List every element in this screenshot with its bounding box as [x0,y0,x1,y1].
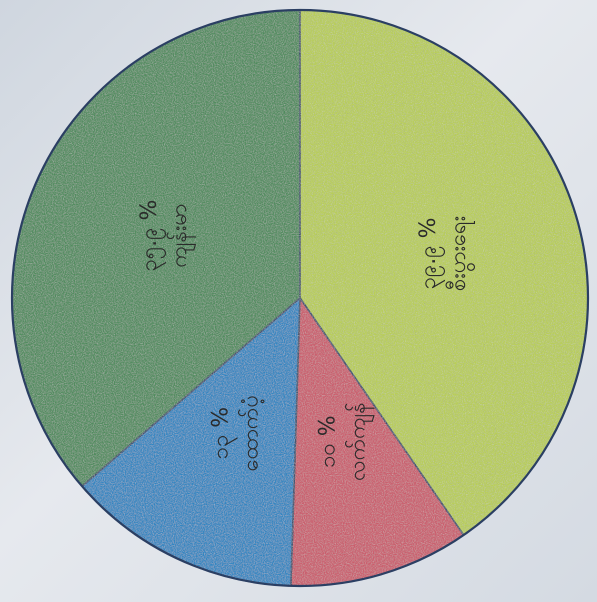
slice-label-group-1: ၃၉.၉ % စီးပွားရေး [416,216,476,291]
slice-name-label: ကျန်းမာ [166,204,196,268]
pie-outline [10,8,590,588]
slice-value-label: ၃၉.၉ % [416,217,445,289]
slice-name-label: လက်ကျန် [344,402,374,481]
slice-name-label: ထောက်ပံ့ [238,395,266,471]
pie-labels: ၃၉.၉ % စီးပွားရေး၁၀ % လက်ကျန် ၁၃ % ထောက်ပံ့ ၃… [137,200,476,481]
slice-value-label: ၁၀ % [315,415,340,468]
slice-value-label: ၃၅.၉ % [137,200,166,272]
slice-label-group-3: ၁၃ % ထောက်ပံ့ [209,395,266,471]
pie-slices [11,9,589,587]
slice-name-label: စီးပွားရေး [445,216,476,291]
slice-label-group-2: ၁၀ % လက်ကျန် [315,402,374,481]
slice-value-label: ၁၃ % [209,407,238,460]
slice-label-group-4: ၃၅.၉ % ကျန်းမာ [137,200,196,272]
